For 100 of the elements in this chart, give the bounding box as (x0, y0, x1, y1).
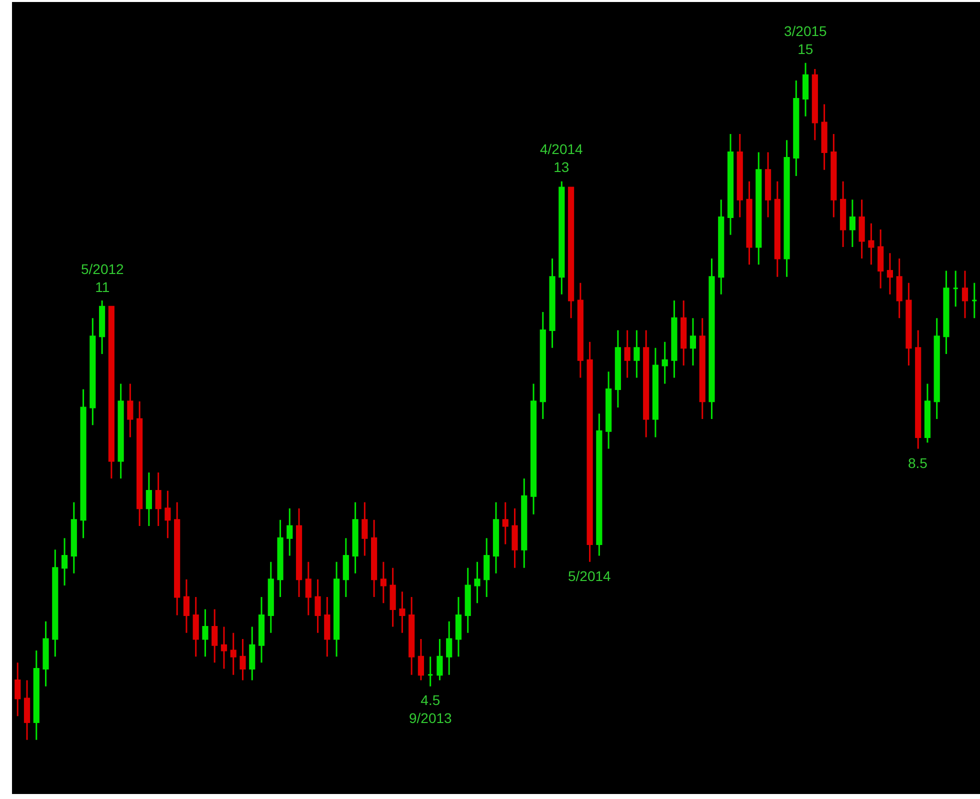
candlestick (61, 537, 68, 586)
candlestick (858, 198, 865, 260)
candlestick (342, 537, 349, 598)
candlestick (108, 306, 114, 480)
annotation: 8.5 (908, 455, 928, 471)
candlestick (962, 270, 968, 319)
candlestick (277, 519, 284, 598)
candlestick (118, 383, 124, 480)
candlestick (258, 596, 265, 664)
candlestick (352, 502, 358, 574)
candlestick (202, 608, 208, 658)
candlestick (446, 620, 452, 676)
candlestick (24, 680, 30, 741)
candlestick (464, 567, 471, 634)
candlestick (690, 317, 696, 366)
candlestick (558, 180, 565, 296)
candlestick (680, 300, 687, 366)
candlestick (249, 626, 256, 682)
candlestick (146, 472, 152, 527)
candlestick (164, 490, 171, 539)
candlestick (418, 638, 424, 682)
annotation: 5/2012 11 (81, 261, 124, 296)
candlestick (643, 330, 650, 438)
candlestick (90, 317, 96, 426)
candlestick (455, 596, 462, 658)
candlestick (671, 300, 678, 378)
candlestick (812, 68, 818, 141)
candlestick (943, 270, 950, 355)
candlestick (793, 80, 800, 177)
candlestick (474, 561, 480, 604)
annotation: 4/2014 13 (540, 141, 584, 176)
candlestick (606, 370, 612, 450)
candlestick (436, 638, 443, 682)
candlestick (212, 608, 218, 664)
candlestick (155, 472, 162, 527)
candlestick (230, 632, 236, 676)
candlestick (764, 152, 772, 218)
candlestick (127, 383, 134, 438)
candlestick (14, 662, 21, 717)
candlestick (971, 282, 978, 319)
candlestick (915, 330, 922, 450)
annotation: 5/2014 (568, 568, 612, 584)
candlestick (830, 133, 837, 218)
candlestick (380, 561, 386, 604)
candlestick (614, 330, 621, 408)
candlestick (924, 383, 931, 444)
candlestick (868, 222, 874, 266)
candlestick (586, 341, 593, 563)
candlestick (878, 228, 884, 290)
candlestick (99, 300, 106, 355)
candlestick (577, 282, 584, 378)
candlestick (70, 502, 77, 574)
candlestick (736, 133, 743, 218)
candlestick (183, 578, 190, 634)
candlestick (699, 317, 706, 420)
candlestick (906, 282, 912, 366)
candlestick (220, 626, 228, 670)
candlestick (399, 590, 406, 634)
candlestick (952, 270, 959, 308)
candlestick (192, 596, 199, 658)
candlestick (314, 578, 321, 634)
candlestick (784, 139, 790, 278)
candlestick (268, 561, 274, 634)
candlestick (934, 317, 940, 420)
candlestick (296, 508, 302, 598)
candlestick (774, 180, 780, 278)
candlestick (484, 537, 490, 598)
candlestick (549, 258, 556, 349)
candlestick (42, 620, 49, 688)
candlestick (530, 383, 537, 516)
candlestick (802, 62, 809, 118)
candlestick (333, 561, 340, 658)
candlestick (362, 502, 368, 556)
candlestick (286, 508, 293, 556)
annotation: 3/2015 15 (784, 23, 828, 58)
candlestick (33, 650, 40, 741)
candlestick (174, 502, 180, 616)
candlestick (821, 103, 828, 171)
candlestick (521, 478, 528, 569)
candlestick (718, 198, 724, 296)
candlestick (408, 596, 415, 676)
candlestick (390, 567, 396, 628)
candlestick (80, 388, 86, 539)
candlestick (596, 412, 602, 556)
candlestick (568, 186, 574, 319)
candlestick (624, 330, 630, 378)
candlestick (634, 330, 640, 378)
candlestick (652, 347, 659, 438)
candlestick (840, 180, 846, 248)
candlestick (136, 400, 143, 527)
candlestick (849, 198, 856, 248)
candlestick (540, 311, 546, 420)
candlestick (727, 133, 734, 236)
candlestick (886, 252, 893, 296)
candlestick (512, 508, 518, 569)
candlestick (324, 596, 330, 658)
candlestick (52, 548, 58, 658)
candlestick (746, 180, 752, 266)
candlestick (240, 638, 246, 682)
candlestick (492, 502, 500, 574)
